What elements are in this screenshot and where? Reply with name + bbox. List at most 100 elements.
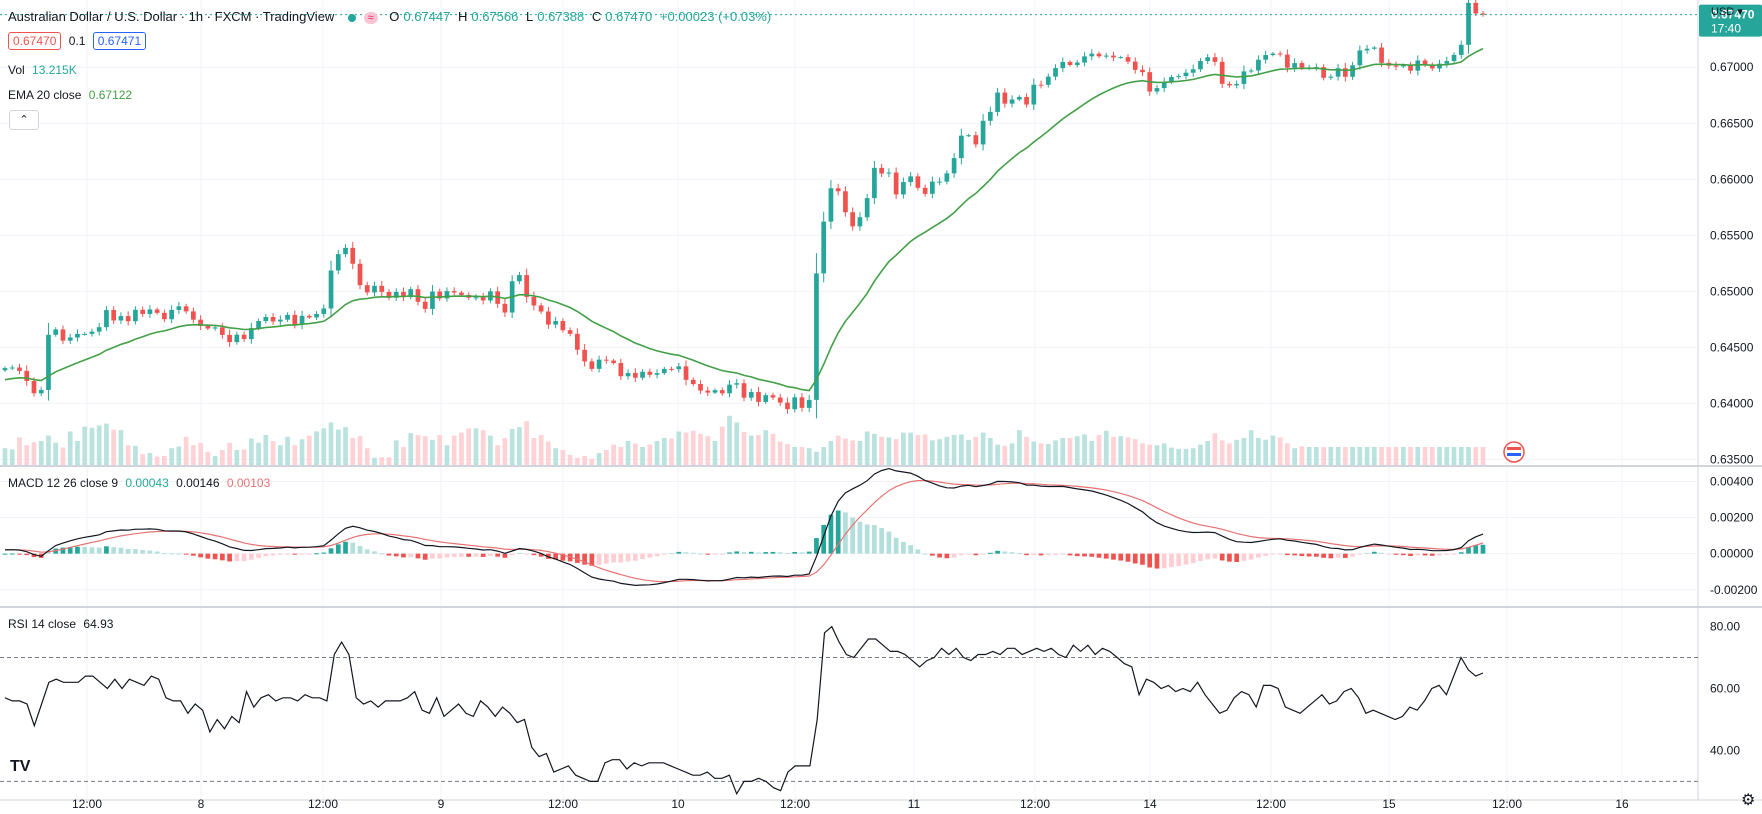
candle-body: [248, 328, 254, 340]
macd-histogram-bar: [1285, 553, 1290, 556]
candle-body: [1357, 50, 1363, 66]
macd-histogram-bar: [625, 553, 631, 562]
symbol-legend[interactable]: Australian Dollar / U.S. Dollar · 1h · F…: [8, 9, 775, 24]
macd-histogram-bar: [256, 553, 261, 558]
macd-histogram-bar: [459, 553, 464, 557]
rsi-legend[interactable]: RSI 14 close 64.93: [8, 617, 117, 631]
candle-body: [690, 379, 696, 384]
macd-histogram-bar: [748, 551, 754, 554]
volume-bar: [987, 438, 993, 465]
macd-histogram-bar: [1176, 553, 1182, 567]
volume-bar: [285, 436, 290, 465]
volume-bar: [1227, 443, 1232, 465]
macd-histogram-bar: [350, 542, 356, 554]
candle-body: [480, 297, 486, 301]
time-tick-label: 8: [198, 797, 205, 811]
volume-bar: [422, 436, 428, 465]
candle-body: [705, 390, 711, 393]
macd-histogram-bar: [806, 551, 812, 554]
candle-body: [987, 111, 993, 121]
volume-bar: [546, 441, 551, 465]
flag-stripe: [1507, 453, 1521, 456]
candle-body: [1096, 53, 1102, 57]
macd-histogram-bar: [451, 553, 457, 557]
volume-bar: [958, 434, 964, 465]
volume-bar: [495, 445, 501, 465]
rsi-line: [4, 625, 1484, 796]
volume-bar: [835, 435, 841, 465]
macd-histogram-bar: [162, 553, 167, 555]
ema-legend[interactable]: EMA 20 close 0.67122: [8, 88, 136, 102]
candle-body: [625, 373, 631, 377]
macd-histogram-bar: [1082, 553, 1087, 557]
volume-bar: [792, 447, 798, 465]
macd-histogram-bar: [1480, 544, 1486, 554]
volume-bar: [350, 438, 356, 465]
volume-bar: [1089, 441, 1095, 465]
macd-histogram-bar: [154, 551, 160, 554]
macd-histogram-bar: [1306, 553, 1312, 557]
volume-bar: [727, 415, 732, 465]
candle-body: [46, 334, 51, 390]
macd-histogram-bar: [727, 552, 732, 554]
volume-bar: [1009, 443, 1015, 465]
volume-bar: [82, 426, 88, 465]
candle-body: [263, 316, 269, 322]
candle-body: [9, 367, 15, 369]
economic-event-flag-icon[interactable]: [1503, 441, 1525, 463]
volume-bar: [857, 441, 863, 465]
candle-body: [241, 334, 247, 340]
candle-body: [1212, 57, 1218, 62]
candle-body: [1270, 53, 1276, 56]
currency-selector[interactable]: USD ▾: [1711, 5, 1743, 18]
candle-body: [546, 311, 551, 325]
tradingview-logo-icon[interactable]: TV: [10, 758, 31, 775]
volume-bar: [944, 436, 950, 465]
macd-histogram-bar: [125, 549, 131, 554]
macd-histogram-bar: [1451, 553, 1457, 555]
macd-histogram-bar: [712, 553, 718, 555]
macd-histogram-bar: [1473, 545, 1479, 554]
candle-body: [1292, 63, 1297, 68]
macd-histogram-bar: [1234, 553, 1240, 562]
macd-histogram-bar: [930, 553, 935, 556]
volume-bar: [1074, 436, 1080, 465]
volume-bar: [661, 438, 667, 465]
high-label: H: [457, 9, 468, 24]
chevron-down-icon: ▾: [1737, 6, 1743, 18]
market-status[interactable]: ≈: [347, 9, 382, 24]
macd-histogram-bar: [270, 553, 276, 556]
candle-body: [1111, 55, 1116, 58]
candle-body: [256, 321, 261, 329]
price-tick-label: 0.63500: [1710, 452, 1754, 466]
macd-histogram-bar: [575, 553, 580, 563]
volume-bar: [1132, 439, 1138, 465]
bid-ask-row: 0.67470 0.1 0.67471: [8, 32, 150, 50]
volume-bar: [459, 432, 464, 465]
macd-histogram-bar: [473, 553, 479, 557]
sell-price-button[interactable]: 0.67470: [8, 32, 62, 50]
volume-bar: [154, 456, 160, 465]
candle-body: [1437, 63, 1442, 69]
volume-bar: [560, 450, 566, 465]
macd-histogram-bar: [1031, 553, 1037, 555]
time-tick-label: 12:00: [780, 797, 810, 811]
candle-body: [53, 329, 59, 335]
price-tick-label: 0.65500: [1710, 228, 1754, 242]
macd-legend[interactable]: MACD 12 26 close 9 0.00043 0.00146 0.001…: [8, 476, 274, 490]
candle-body: [1234, 83, 1240, 86]
candle-body: [125, 316, 131, 322]
macd-histogram-bar: [531, 553, 537, 556]
collapse-legend-button[interactable]: ⌃: [9, 110, 39, 130]
volume-bar: [821, 447, 827, 465]
candle-body: [1219, 61, 1225, 84]
ema-20-line: [4, 47, 1484, 392]
gear-icon[interactable]: ⚙: [1741, 792, 1756, 809]
candle-body: [357, 263, 363, 286]
macd-histogram-bar: [886, 531, 892, 554]
buy-price-button[interactable]: 0.67471: [92, 32, 147, 50]
macd-histogram-bar: [1053, 553, 1058, 556]
candle-body: [1103, 55, 1109, 57]
volume-legend[interactable]: Vol 13.215K: [8, 63, 81, 77]
